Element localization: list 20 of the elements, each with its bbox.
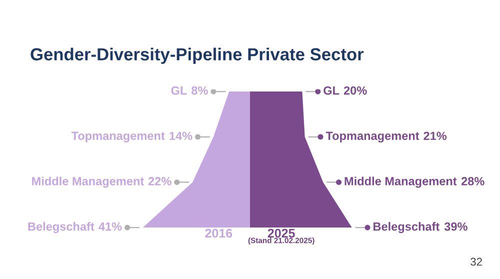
data-label: 20% [344, 86, 367, 95]
category-label: Topmanagement [71, 132, 165, 142]
data-label: 28% [461, 177, 484, 186]
text: Gender-Diversity-Pipeline Private Sector [30, 48, 364, 64]
data-label: 22% [148, 177, 172, 186]
legend-label: 2025 [268, 228, 295, 238]
data-label: 8% [192, 86, 208, 95]
data-label: 21% [424, 132, 447, 140]
category-label: Belegschaft [28, 222, 94, 234]
category-label: GL [324, 86, 340, 95]
category-label: Belegschaft [374, 222, 440, 234]
category-label: GL [171, 86, 187, 95]
text: 32 [470, 258, 482, 266]
legend-label: 2016 [205, 228, 232, 238]
category-label: Middle Management [32, 176, 144, 188]
data-label: 41% [98, 222, 122, 231]
category-label: Topmanagement [326, 132, 420, 142]
data-label: 39% [444, 222, 468, 231]
category-label: Middle Management [344, 176, 457, 188]
data-label: 14% [170, 132, 192, 140]
